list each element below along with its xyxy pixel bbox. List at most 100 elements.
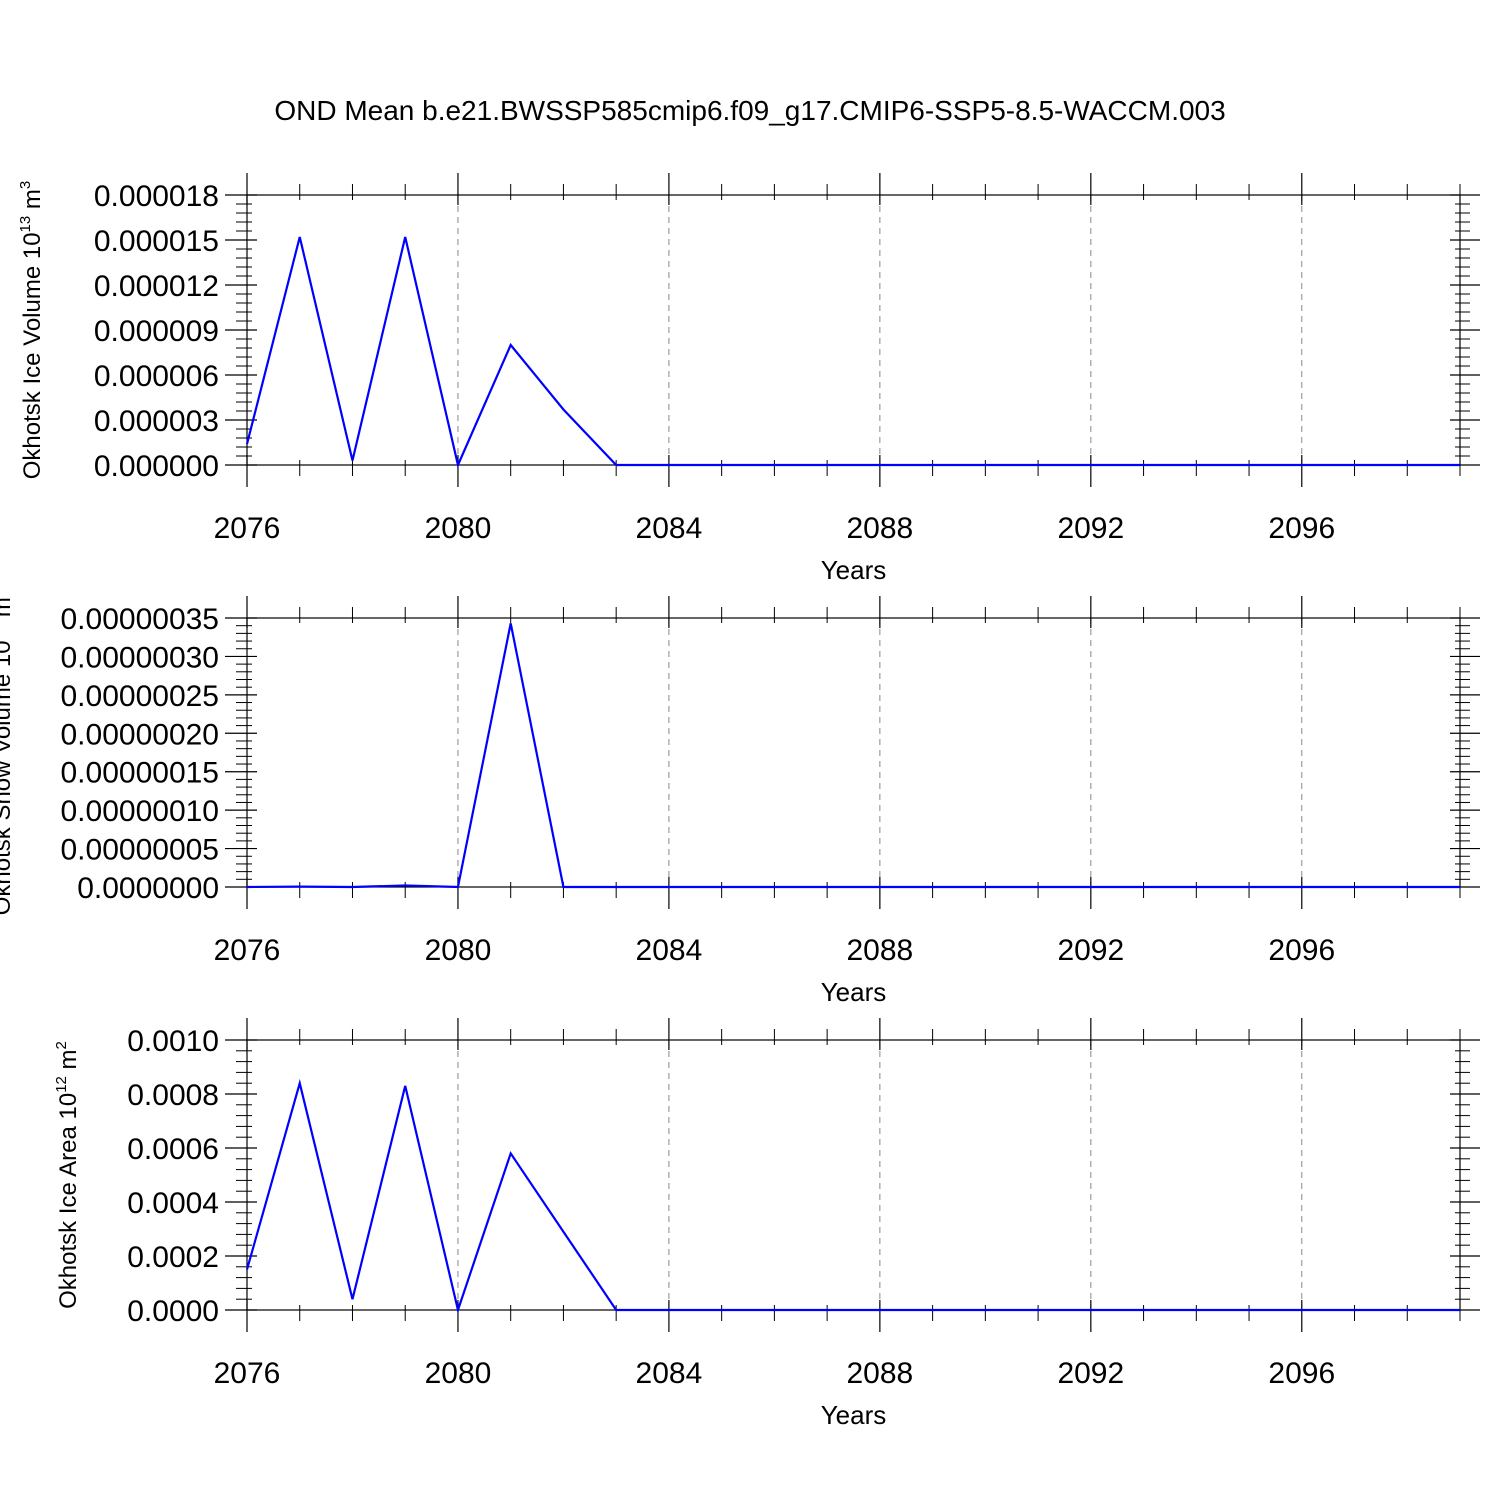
x-tick-label: 2080 xyxy=(425,1357,492,1390)
y-tick-label: 0.000015 xyxy=(94,225,219,258)
data-point xyxy=(563,1231,564,1232)
data-point xyxy=(1249,887,1250,888)
plot-frame xyxy=(246,617,1461,888)
y-tick-label: 0.00000035 xyxy=(61,603,220,636)
data-point xyxy=(510,345,511,346)
data-point xyxy=(774,1310,775,1311)
data-point xyxy=(721,887,722,888)
y-tick-label: 0.000006 xyxy=(94,360,219,393)
data-point xyxy=(1301,887,1302,888)
x-tick-label: 2096 xyxy=(1268,1357,1335,1390)
y-tick-label: 0.0000 xyxy=(127,1295,219,1328)
y-axis-label: Okhotsk Ice Area 1012 m2 xyxy=(53,1041,82,1309)
data-point xyxy=(352,887,353,888)
data-point xyxy=(563,887,564,888)
data-point xyxy=(510,623,511,624)
data-point xyxy=(827,465,828,466)
data-point xyxy=(774,887,775,888)
data-point xyxy=(405,1085,406,1086)
data-point xyxy=(352,460,353,461)
data-point xyxy=(1038,1310,1039,1311)
x-tick-label: 2096 xyxy=(1268,512,1335,545)
data-point xyxy=(932,887,933,888)
x-tick-label: 2088 xyxy=(846,934,913,967)
data-point xyxy=(1038,887,1039,888)
data-point xyxy=(247,444,248,445)
data-point xyxy=(1354,1310,1355,1311)
data-point xyxy=(1143,465,1144,466)
data-point xyxy=(774,465,775,466)
x-axis-label: Years xyxy=(821,1400,887,1430)
y-tick-label: 0.00000005 xyxy=(61,834,220,867)
data-point xyxy=(1460,887,1461,888)
data-point xyxy=(879,1310,880,1311)
data-point xyxy=(668,887,669,888)
data-point xyxy=(352,1299,353,1300)
y-tick-label: 0.000018 xyxy=(94,180,219,213)
data-point xyxy=(457,887,458,888)
y-tick-label: 0.0000000 xyxy=(77,872,219,905)
data-point xyxy=(1143,1310,1144,1311)
data-point xyxy=(457,1310,458,1311)
data-point xyxy=(1354,465,1355,466)
data-point xyxy=(616,465,617,466)
data-point xyxy=(1460,465,1461,466)
x-tick-label: 2076 xyxy=(214,934,281,967)
data-point xyxy=(1407,1310,1408,1311)
data-point xyxy=(721,1310,722,1311)
data-point xyxy=(827,887,828,888)
data-point xyxy=(1301,1310,1302,1311)
series-line xyxy=(245,1078,1460,1315)
data-point xyxy=(668,1310,669,1311)
y-tick-label: 0.000012 xyxy=(94,270,219,303)
data-point xyxy=(1407,465,1408,466)
data-point xyxy=(1249,465,1250,466)
data-point xyxy=(1196,887,1197,888)
y-tick-label: 0.000000 xyxy=(94,450,219,483)
data-point xyxy=(299,237,300,238)
data-point xyxy=(721,465,722,466)
data-point xyxy=(985,1310,986,1311)
data-point xyxy=(1090,465,1091,466)
series-line xyxy=(245,236,1460,469)
data-point xyxy=(932,1310,933,1311)
x-tick-label: 2084 xyxy=(636,512,703,545)
data-point xyxy=(616,887,617,888)
data-point xyxy=(1354,887,1355,888)
data-point xyxy=(247,887,248,888)
y-tick-label: 0.00000010 xyxy=(61,795,220,828)
y-axis-label: Okhotsk Ice Volume 1013 m3 xyxy=(17,181,46,480)
data-point xyxy=(1196,1310,1197,1311)
y-tick-label: 0.00000020 xyxy=(61,718,220,751)
chart-title: OND Mean b.e21.BWSSP585cmip6.f09_g17.CMI… xyxy=(274,95,1225,126)
x-tick-label: 2076 xyxy=(214,512,281,545)
y-tick-label: 0.00000015 xyxy=(61,757,220,790)
data-point xyxy=(1038,465,1039,466)
y-tick-label: 0.0004 xyxy=(127,1187,219,1220)
data-point xyxy=(299,886,300,887)
data-point xyxy=(985,887,986,888)
data-point xyxy=(932,465,933,466)
data-point xyxy=(1090,1310,1091,1311)
data-point xyxy=(879,465,880,466)
data-point xyxy=(247,1269,248,1270)
data-point xyxy=(827,1310,828,1311)
y-tick-label: 0.00000025 xyxy=(61,680,220,713)
panel-1: 2076 2080 2084 2088 2092 2096 0.000000 0.000003… xyxy=(17,173,1480,585)
x-tick-label: 2084 xyxy=(636,934,703,967)
y-tick-label: 0.000003 xyxy=(94,405,219,438)
y-tick-label: 0.000009 xyxy=(94,315,219,348)
data-point xyxy=(879,887,880,888)
x-tick-label: 2088 xyxy=(846,1357,913,1390)
x-tick-label: 2088 xyxy=(846,512,913,545)
data-point xyxy=(1143,887,1144,888)
y-tick-label: 0.0002 xyxy=(127,1241,219,1274)
x-tick-label: 2092 xyxy=(1057,1357,1124,1390)
data-point xyxy=(616,1310,617,1311)
x-axis-label: Years xyxy=(821,977,887,1007)
panel-3: 2076 2080 2084 2088 2092 2096 0.0000 0.0002 0.00… xyxy=(53,1018,1480,1430)
data-point xyxy=(1301,465,1302,466)
x-tick-label: 2076 xyxy=(214,1357,281,1390)
y-tick-label: 0.00000030 xyxy=(61,641,220,674)
